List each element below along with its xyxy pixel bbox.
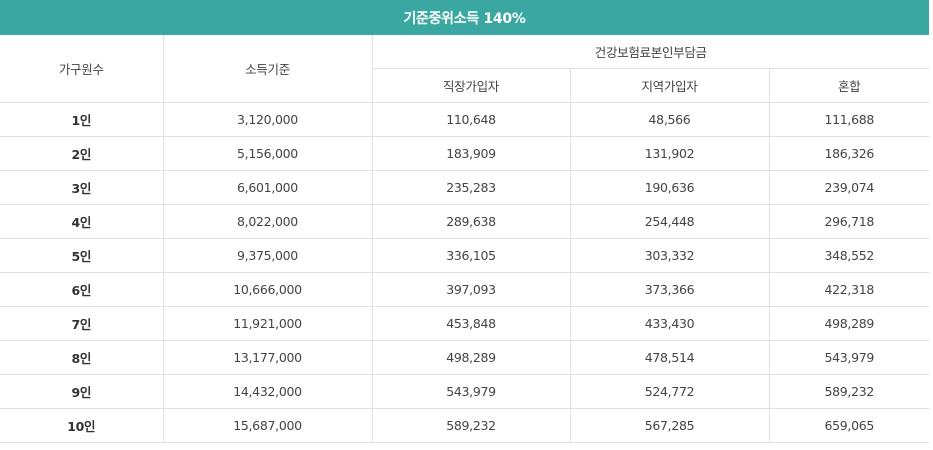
cell-household: 1인 — [0, 102, 164, 137]
cell-regional: 303,332 — [570, 238, 770, 273]
cell-mixed: 659,065 — [769, 408, 930, 443]
cell-income: 8,022,000 — [163, 204, 373, 239]
cell-mixed: 296,718 — [769, 204, 930, 239]
cell-regional: 190,636 — [570, 170, 770, 205]
cell-employee: 183,909 — [372, 136, 571, 171]
cell-employee: 110,648 — [372, 102, 571, 137]
cell-mixed: 498,289 — [769, 306, 930, 341]
cell-income: 11,921,000 — [163, 306, 373, 341]
cell-income: 3,120,000 — [163, 102, 373, 137]
cell-regional: 131,902 — [570, 136, 770, 171]
cell-employee: 589,232 — [372, 408, 571, 443]
cell-employee: 235,283 — [372, 170, 571, 205]
cell-income: 14,432,000 — [163, 374, 373, 409]
cell-household: 10인 — [0, 408, 164, 443]
cell-income: 9,375,000 — [163, 238, 373, 273]
cell-employee: 543,979 — [372, 374, 571, 409]
cell-mixed: 239,074 — [769, 170, 930, 205]
header-mixed: 혼합 — [769, 68, 930, 103]
cell-household: 9인 — [0, 374, 164, 409]
cell-regional: 373,366 — [570, 272, 770, 307]
table-row: 10인 15,687,000 589,232 567,285 659,065 — [0, 408, 930, 443]
cell-household: 2인 — [0, 136, 164, 171]
cell-regional: 254,448 — [570, 204, 770, 239]
cell-household: 5인 — [0, 238, 164, 273]
table-row: 5인 9,375,000 336,105 303,332 348,552 — [0, 238, 930, 273]
cell-mixed: 589,232 — [769, 374, 930, 409]
header-premium-group: 건강보험료본인부담금 — [372, 35, 930, 69]
header-household: 가구원수 — [0, 35, 164, 103]
table-row: 2인 5,156,000 183,909 131,902 186,326 — [0, 136, 930, 171]
table-row: 3인 6,601,000 235,283 190,636 239,074 — [0, 170, 930, 205]
table-row: 8인 13,177,000 498,289 478,514 543,979 — [0, 340, 930, 375]
cell-mixed: 348,552 — [769, 238, 930, 273]
income-premium-table: 가구원수 소득기준 건강보험료본인부담금 직장가입자 지역가입자 혼합 1인 3… — [0, 35, 930, 443]
cell-regional: 433,430 — [570, 306, 770, 341]
cell-employee: 453,848 — [372, 306, 571, 341]
table-row: 1인 3,120,000 110,648 48,566 111,688 — [0, 102, 930, 137]
cell-mixed: 111,688 — [769, 102, 930, 137]
table-row: 9인 14,432,000 543,979 524,772 589,232 — [0, 374, 930, 409]
cell-income: 10,666,000 — [163, 272, 373, 307]
cell-employee: 498,289 — [372, 340, 571, 375]
cell-income: 6,601,000 — [163, 170, 373, 205]
cell-income: 5,156,000 — [163, 136, 373, 171]
cell-household: 7인 — [0, 306, 164, 341]
table-title: 기준중위소득 140% — [0, 0, 929, 35]
cell-employee: 397,093 — [372, 272, 571, 307]
cell-regional: 524,772 — [570, 374, 770, 409]
header-income: 소득기준 — [163, 35, 373, 103]
cell-employee: 289,638 — [372, 204, 571, 239]
table-row: 4인 8,022,000 289,638 254,448 296,718 — [0, 204, 930, 239]
cell-regional: 567,285 — [570, 408, 770, 443]
table-row: 6인 10,666,000 397,093 373,366 422,318 — [0, 272, 930, 307]
cell-income: 15,687,000 — [163, 408, 373, 443]
header-employee: 직장가입자 — [372, 68, 571, 103]
cell-household: 3인 — [0, 170, 164, 205]
cell-regional: 478,514 — [570, 340, 770, 375]
cell-household: 8인 — [0, 340, 164, 375]
cell-mixed: 422,318 — [769, 272, 930, 307]
cell-income: 13,177,000 — [163, 340, 373, 375]
cell-household: 6인 — [0, 272, 164, 307]
cell-regional: 48,566 — [570, 102, 770, 137]
table-body: 1인 3,120,000 110,648 48,566 111,688 2인 5… — [0, 102, 930, 443]
header-regional: 지역가입자 — [570, 68, 770, 103]
table-row: 7인 11,921,000 453,848 433,430 498,289 — [0, 306, 930, 341]
cell-mixed: 186,326 — [769, 136, 930, 171]
cell-household: 4인 — [0, 204, 164, 239]
cell-mixed: 543,979 — [769, 340, 930, 375]
cell-employee: 336,105 — [372, 238, 571, 273]
